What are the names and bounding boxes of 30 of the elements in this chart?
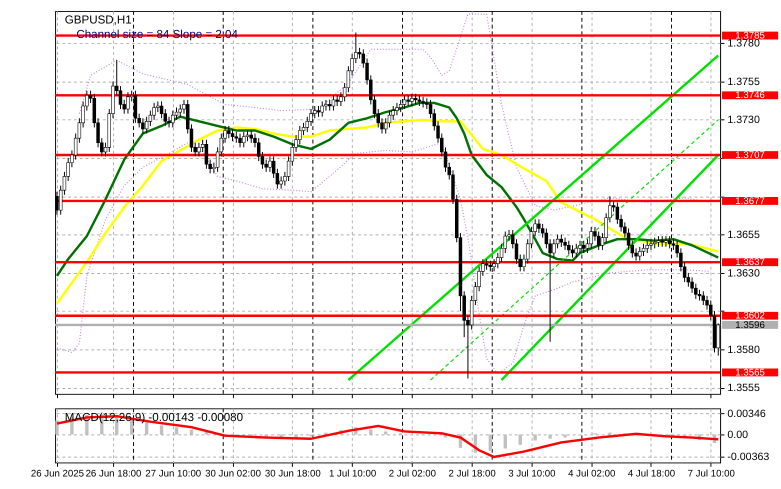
y-tick-label: -0.00363 <box>727 450 770 463</box>
ref-line-label: 1.3677 <box>735 196 765 207</box>
ref-line-label: 1.3746 <box>735 90 765 102</box>
x-tick-label: 2 Jul 02:00 <box>388 468 436 480</box>
annotation: GBPUSD,H1 <box>64 14 132 27</box>
x-tick-label: 4 Jul 02:00 <box>568 468 616 480</box>
x-tick-label: 26 Jun 18:00 <box>86 468 142 480</box>
y-tick-label: 1.3555 <box>727 382 760 394</box>
x-tick-label: 1 Jul 10:00 <box>328 468 376 480</box>
y-tick-label: 1.3580 <box>727 344 760 356</box>
y-tick-label: 1.3655 <box>727 228 760 241</box>
x-tick-label: 2 Jul 18:00 <box>448 468 496 480</box>
ref-line-label: 1.3637 <box>735 257 765 268</box>
x-tick-label: 27 Jun 10:00 <box>145 468 202 480</box>
x-tick-label: 3 Jul 10:00 <box>508 468 556 480</box>
ref-line-label: 1.3596 <box>735 320 765 331</box>
y-tick-label: 1.3630 <box>727 267 760 280</box>
x-tick-label: 4 Jul 18:00 <box>628 468 676 480</box>
y-tick-label: 1.3755 <box>727 76 760 88</box>
x-tick-label: 7 Jul 10:00 <box>688 468 735 480</box>
y-tick-label: 1.3780 <box>727 38 760 50</box>
x-tick-label: 26 Jun 2025 <box>30 468 84 480</box>
y-tick-label: 0.00 <box>727 428 748 441</box>
x-tick-label: 30 Jun 18:00 <box>264 468 321 480</box>
y-tick-label: 1.3730 <box>727 114 760 126</box>
x-tick-label: 30 Jun 02:00 <box>205 468 261 480</box>
ref-line-label: 1.3602 <box>735 310 765 322</box>
y-tick-label: 0.00346 <box>727 408 766 420</box>
ref-line-label: 1.3565 <box>735 367 765 378</box>
ref-line-label: 1.3707 <box>735 150 765 161</box>
